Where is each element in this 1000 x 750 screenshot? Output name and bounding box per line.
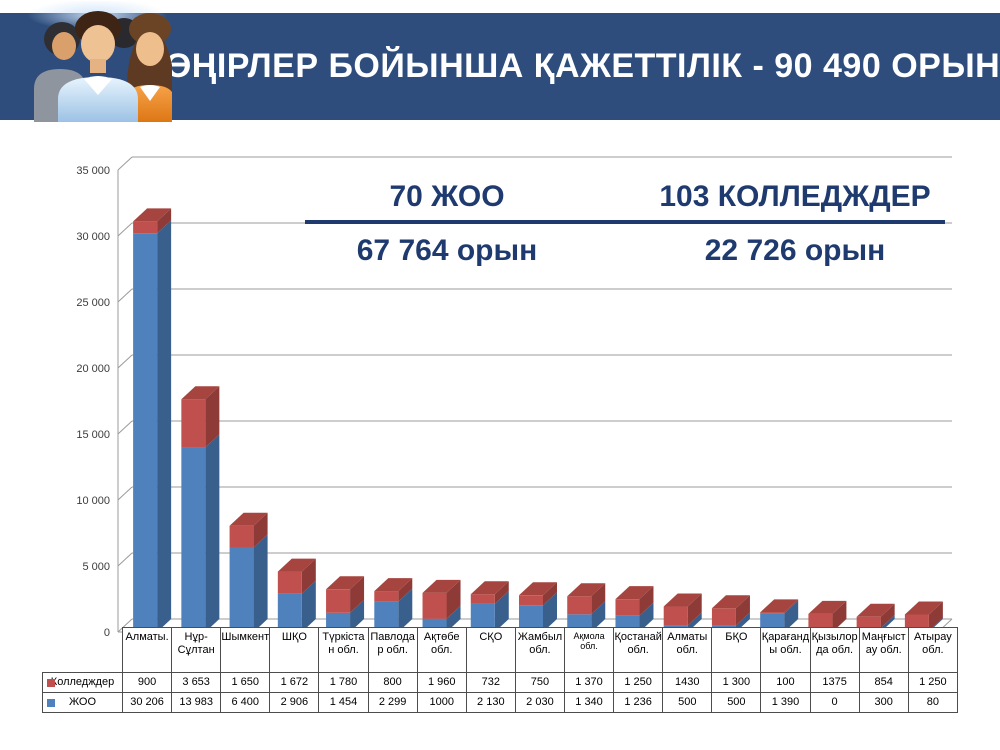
table-value-cell-0-11: 1430 [662,672,713,693]
colleges-count-label: 103 КОЛЛЕДЖДЕР [659,180,931,213]
table-header-cell-13: Қарағанды обл. [760,627,811,673]
table-value-cell-0-4: 1 780 [318,672,369,693]
table-header-cell-5: Павлодар обл. [367,627,418,673]
table-value-cell-1-4: 1 454 [318,692,369,713]
bar-10 [615,586,654,632]
bar-3 [277,558,316,632]
table-header-cell-9: Ақмола обл. [563,627,615,673]
table-value-cell-0-12: 1 300 [711,672,762,693]
table-value-cell-1-12: 500 [711,692,762,713]
table-value-cell-0-1: 3 653 [171,672,222,693]
y-tick-label: 15 000 [76,429,110,441]
universities-count-label: 70 ЖОО [389,180,505,213]
bar-7 [470,581,509,632]
y-tick-label: 0 [104,627,110,639]
table-value-cell-1-14: 0 [809,692,860,713]
table-value-cell-0-14: 1375 [809,672,860,693]
table-corner-cell [43,628,123,673]
bar-8 [519,582,557,632]
table-value-cell-0-6: 1 960 [416,672,467,693]
y-tick-label: 30 000 [76,231,110,243]
person-right [126,13,172,122]
table-header-cell-4: Түркістан обл. [318,627,369,673]
chart-data-table: Алматы. Нұр-Сұлтан Шымкент ШҚО Түркістан обл… [42,627,959,713]
table-header-cell-14: Қызылорда обл. [809,627,860,673]
table-header-cell-8: Жамбыл обл. [514,627,565,673]
annotation-divider-line [305,220,945,224]
table-value-cell-1-8: 2 030 [514,692,565,713]
table-value-cell-0-16: 1 250 [907,672,959,693]
bar-4 [326,576,365,632]
table-header-cell-10: Қостанай обл. [613,627,664,673]
table-value-cell-1-9: 1 340 [563,692,615,713]
table-header-cell-0: Алматы. [121,627,173,673]
table-value-cell-1-13: 1 390 [760,692,811,713]
y-tick-label: 20 000 [76,363,110,375]
table-value-cell-0-0: 900 [121,672,173,693]
bar-6 [422,579,461,632]
table-value-cell-1-1: 13 983 [171,692,222,713]
table-header-cell-6: Ақтөбе обл. [416,627,467,673]
table-value-cell-1-7: 2 130 [465,692,516,713]
legend-item-0: Колледждер [42,672,123,693]
table-value-cell-0-10: 1 250 [613,672,664,693]
table-value-cell-1-11: 500 [662,692,713,713]
table-header-cell-7: СҚО [465,627,516,673]
legend-color-swatch-0 [47,678,55,687]
table-value-cell-0-15: 854 [858,672,909,693]
universities-places-label: 67 764 орын [356,234,538,267]
table-value-cell-1-10: 1 236 [613,692,664,713]
bar-9 [567,583,606,632]
table-value-cell-1-2: 6 400 [220,692,271,713]
table-value-cell-0-8: 750 [514,672,565,693]
y-tick-label: 25 000 [76,297,110,309]
table-header-cell-11: Алматы обл. [662,627,713,673]
table-value-cell-1-6: 1000 [416,692,467,713]
table-value-cell-1-16: 80 [907,692,959,713]
table-value-cell-0-3: 1 672 [269,672,320,693]
bar-1 [181,386,220,632]
table-value-cell-1-15: 300 [858,692,909,713]
bar-0 [133,208,172,632]
table-value-cell-1-0: 30 206 [121,692,173,713]
legend-label-0: Колледждер [50,676,115,689]
colleges-places-label: 22 726 орын [704,234,886,267]
table-header-cell-12: БҚО [711,627,762,673]
people-clipart-icon [27,1,172,122]
table-header-cell-3: ШҚО [269,627,320,673]
y-tick-label: 10 000 [76,495,110,507]
table-header-cell-2: Шымкент [220,627,271,673]
table-header-cell-15: Маңғыстау обл. [858,627,909,673]
table-value-cell-0-7: 732 [465,672,516,693]
legend-color-swatch-1 [47,698,55,707]
legend-item-1: ЖОО [42,692,123,713]
table-value-cell-0-5: 800 [367,672,418,693]
bar-5 [374,578,413,632]
table-value-cell-1-3: 2 906 [269,692,320,713]
y-tick-label: 5 000 [82,561,110,573]
table-header-cell-16: Атырау обл. [907,627,959,673]
page-title: ӨҢІРЛЕР БОЙЫНША ҚАЖЕТТІЛІК - 90 490 ОРЫН [164,47,1000,85]
person-center [58,11,138,122]
table-value-cell-0-2: 1 650 [220,672,271,693]
table-header-cell-1: Нұр-Сұлтан [171,627,222,673]
y-tick-label: 35 000 [76,165,110,177]
table-value-cell-0-13: 100 [760,672,811,693]
table-value-cell-1-5: 2 299 [367,692,418,713]
table-value-cell-0-9: 1 370 [563,672,615,693]
legend-label-1: ЖОО [68,696,97,709]
bar-2 [229,512,268,632]
